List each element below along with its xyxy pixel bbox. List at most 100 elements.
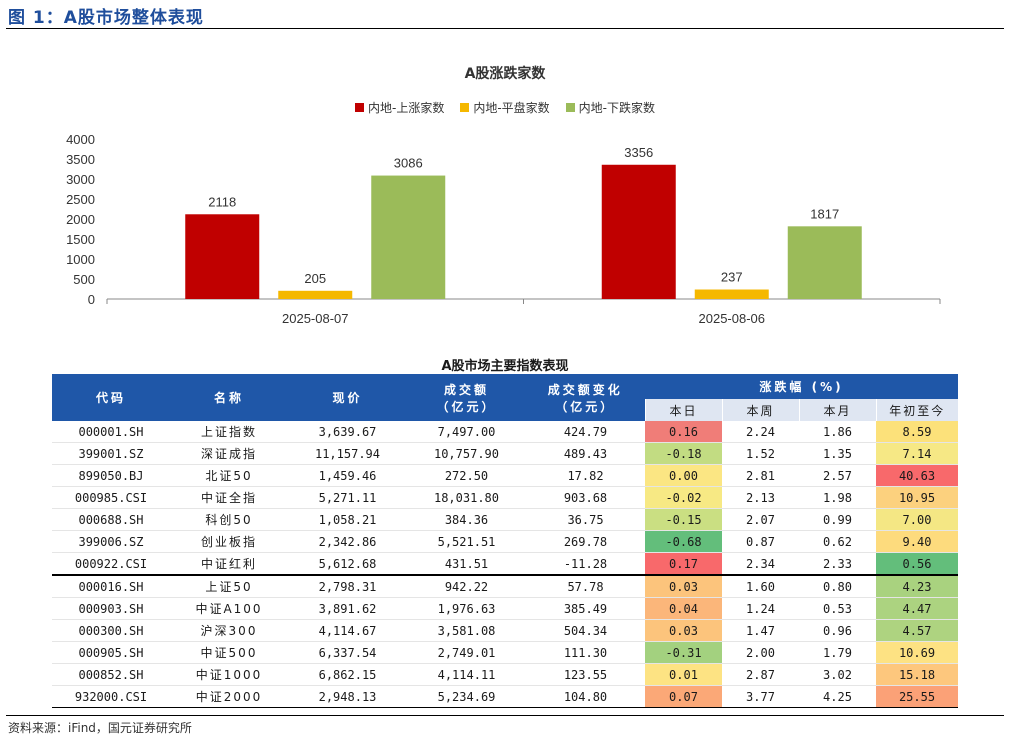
bar xyxy=(371,175,446,299)
cell-ytd: 4.23 xyxy=(876,574,958,598)
cell-price: 5,612.68 xyxy=(288,552,407,576)
cell-week: 1.47 xyxy=(722,619,799,642)
header-week: 本周 xyxy=(721,399,799,421)
header-volume-line1: 成交额 xyxy=(443,382,489,397)
legend-item: 内地-上涨家数 xyxy=(354,99,445,116)
legend-swatch xyxy=(354,103,364,112)
cell-day: -0.15 xyxy=(645,508,722,531)
y-tick-label: 4000 xyxy=(66,132,95,147)
table-row: 000985.CSI 中证全指 5,271.11 18,031.80 903.68 -0.… xyxy=(52,486,958,509)
cell-name: 中证全指 xyxy=(170,486,288,509)
cell-volume: 942.22 xyxy=(407,574,526,598)
cell-vol-change: 111.30 xyxy=(526,641,645,664)
header-price: 现价 xyxy=(288,374,407,421)
cell-volume: 7,497.00 xyxy=(407,421,526,443)
y-tick-label: 500 xyxy=(73,272,95,287)
cell-volume: 2,749.01 xyxy=(407,641,526,664)
cell-volume: 18,031.80 xyxy=(407,486,526,509)
header-volume-change-line2: （亿元） xyxy=(555,399,616,414)
cell-day: -0.02 xyxy=(645,486,722,509)
y-tick-label: 3000 xyxy=(66,172,95,187)
header-month: 本月 xyxy=(798,399,876,421)
cell-week: 2.34 xyxy=(722,552,799,576)
cell-volume: 384.36 xyxy=(407,508,526,531)
chart-title: A股涨跌家数 xyxy=(464,66,546,82)
cell-vol-change: 36.75 xyxy=(526,508,645,531)
cell-week: 2.07 xyxy=(722,508,799,531)
table-row: 000903.SH 中证A100 3,891.62 1,976.63 385.49 0.0… xyxy=(52,597,958,620)
bar xyxy=(185,214,260,299)
figure-title: 图 1：A股市场整体表现 xyxy=(8,8,204,28)
cell-price: 1,058.21 xyxy=(288,508,407,531)
cell-price: 5,271.11 xyxy=(288,486,407,509)
title-rule xyxy=(6,28,1004,29)
cell-code: 399006.SZ xyxy=(52,530,170,553)
cell-volume: 431.51 xyxy=(407,552,526,576)
cell-week: 1.60 xyxy=(722,574,799,598)
cell-month: 2.57 xyxy=(799,464,876,487)
bar-value-label: 1817 xyxy=(810,206,839,221)
cell-price: 6,337.54 xyxy=(288,641,407,664)
cell-volume: 1,976.63 xyxy=(407,597,526,620)
bar-value-label: 2118 xyxy=(208,194,236,209)
cell-name: 中证500 xyxy=(170,641,288,664)
cell-volume: 272.50 xyxy=(407,464,526,487)
cell-code: 000903.SH xyxy=(52,597,170,620)
cell-week: 2.81 xyxy=(722,464,799,487)
bottom-rule xyxy=(6,715,1004,716)
cell-name: 沪深300 xyxy=(170,619,288,642)
cell-name: 北证50 xyxy=(170,464,288,487)
cell-code: 000016.SH xyxy=(52,574,170,598)
header-pct-group: 涨跌幅 (%) xyxy=(645,374,958,399)
cell-vol-change: 489.43 xyxy=(526,442,645,465)
cell-name: 上证指数 xyxy=(170,421,288,443)
cell-day: 0.17 xyxy=(645,552,722,576)
cell-volume: 5,234.69 xyxy=(407,685,526,708)
table-row: 899050.BJ 北证50 1,459.46 272.50 17.82 0.00 2.81… xyxy=(52,464,958,487)
index-table: 代码 名称 现价 成交额 （亿元） 成交额变化 （亿元） 涨跌幅 (%) 本日 … xyxy=(52,374,958,708)
cell-vol-change: 57.78 xyxy=(526,574,645,598)
cell-week: 2.13 xyxy=(722,486,799,509)
cell-month: 0.62 xyxy=(799,530,876,553)
cell-week: 2.24 xyxy=(722,421,799,443)
cell-day: 0.00 xyxy=(645,464,722,487)
cell-vol-change: 385.49 xyxy=(526,597,645,620)
cell-price: 11,157.94 xyxy=(288,442,407,465)
header-volume-change: 成交额变化 （亿元） xyxy=(526,374,645,421)
cell-vol-change: 17.82 xyxy=(526,464,645,487)
cell-vol-change: 269.78 xyxy=(526,530,645,553)
cell-ytd: 8.59 xyxy=(876,421,958,443)
cell-month: 1.35 xyxy=(799,442,876,465)
bar-value-label: 3356 xyxy=(624,145,653,160)
cell-ytd: 7.14 xyxy=(876,442,958,465)
cell-price: 1,459.46 xyxy=(288,464,407,487)
cell-ytd: 0.56 xyxy=(876,552,958,576)
cell-month: 0.53 xyxy=(799,597,876,620)
cell-day: 0.16 xyxy=(645,421,722,443)
cell-code: 000852.SH xyxy=(52,663,170,686)
cell-day: -0.18 xyxy=(645,442,722,465)
table-row: 000001.SH 上证指数 3,639.67 7,497.00 424.79 0.16 2… xyxy=(52,421,958,443)
cell-vol-change: 424.79 xyxy=(526,421,645,443)
legend-swatch xyxy=(565,103,575,112)
header-volume-line2: （亿元） xyxy=(436,399,497,414)
y-tick-label: 2500 xyxy=(66,192,95,207)
cell-month: 4.25 xyxy=(799,685,876,708)
x-category-label: 2025-08-07 xyxy=(282,311,349,326)
cell-volume: 10,757.90 xyxy=(407,442,526,465)
cell-volume: 4,114.11 xyxy=(407,663,526,686)
bar xyxy=(694,289,769,299)
cell-week: 1.52 xyxy=(722,442,799,465)
cell-code: 000985.CSI xyxy=(52,486,170,509)
cell-ytd: 10.95 xyxy=(876,486,958,509)
cell-day: -0.68 xyxy=(645,530,722,553)
cell-code: 000688.SH xyxy=(52,508,170,531)
table-row: 000016.SH 上证50 2,798.31 942.22 57.78 0.03 1.60… xyxy=(52,574,958,598)
legend-label: 内地-上涨家数 xyxy=(367,101,445,115)
cell-month: 0.80 xyxy=(799,574,876,598)
cell-price: 3,891.62 xyxy=(288,597,407,620)
cell-day: 0.03 xyxy=(645,574,722,598)
cell-ytd: 40.63 xyxy=(876,464,958,487)
cell-ytd: 7.00 xyxy=(876,508,958,531)
legend-label: 内地-下跌家数 xyxy=(578,101,656,115)
